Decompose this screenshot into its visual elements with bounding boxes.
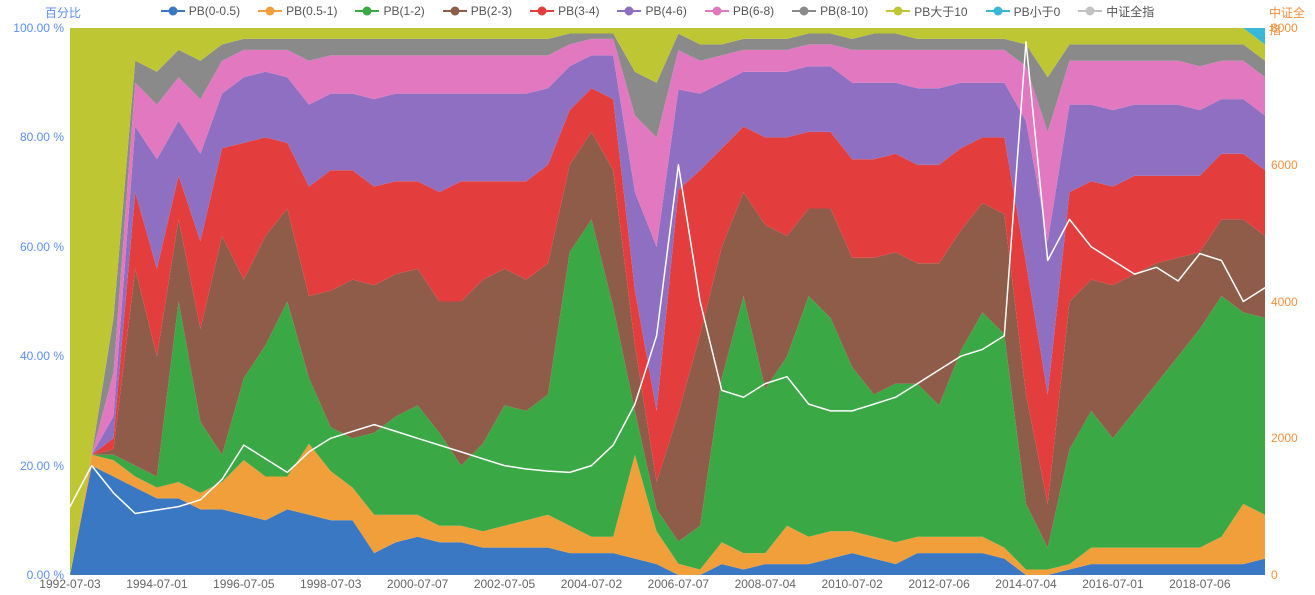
- legend-marker: [705, 4, 729, 18]
- legend-item-s9[interactable]: PB小于0: [986, 3, 1061, 20]
- chart-legend: PB(0-0.5) PB(0.5-1) PB(1-2) PB(2-3) PB(3-4) P…: [0, 0, 1315, 22]
- x-tick: 1994-07-01: [126, 577, 187, 591]
- legend-marker: [886, 4, 910, 18]
- legend-label: PB小于0: [1014, 3, 1061, 20]
- legend-label: PB(4-6): [645, 4, 686, 18]
- y-left-tick: 20.00 %: [0, 459, 64, 473]
- legend-item-s2[interactable]: PB(1-2): [355, 4, 424, 18]
- legend-label: PB(3-4): [558, 4, 599, 18]
- legend-label: PB(0.5-1): [286, 4, 337, 18]
- x-tick: 1992-07-03: [39, 577, 100, 591]
- y-right-tick: 8000: [1271, 21, 1315, 35]
- legend-item-line[interactable]: 中证全指: [1078, 3, 1154, 20]
- x-axis-ticks: 1992-07-03 1994-07-01 1996-07-05 1998-07-03…: [0, 577, 1315, 593]
- pb-distribution-chart: 百分比 中证全指 PB(0-0.5)PB(0.5-1)PB(1-2)PB(2-3…: [0, 0, 1315, 595]
- y-right-tick: 2000: [1271, 431, 1315, 445]
- legend-marker: [986, 4, 1010, 18]
- x-tick: 2004-07-02: [561, 577, 622, 591]
- x-tick: 2018-07-06: [1169, 577, 1230, 591]
- x-tick: 2008-07-04: [735, 577, 796, 591]
- legend-label: PB(1-2): [383, 4, 424, 18]
- x-tick: 2002-07-05: [474, 577, 535, 591]
- plot-area: [70, 28, 1265, 575]
- y-left-tick: 80.00 %: [0, 130, 64, 144]
- legend-item-s5[interactable]: PB(4-6): [617, 4, 686, 18]
- x-tick: 2012-07-06: [908, 577, 969, 591]
- legend-label: PB(0-0.5): [189, 4, 240, 18]
- legend-marker: [530, 4, 554, 18]
- legend-label: PB(2-3): [471, 4, 512, 18]
- legend-item-s1[interactable]: PB(0.5-1): [258, 4, 337, 18]
- x-tick: 2000-07-07: [387, 577, 448, 591]
- y-left-tick: 60.00 %: [0, 240, 64, 254]
- legend-label: PB(6-8): [733, 4, 774, 18]
- legend-label: 中证全指: [1106, 3, 1154, 20]
- legend-item-s3[interactable]: PB(2-3): [443, 4, 512, 18]
- y-right-tick: 4000: [1271, 295, 1315, 309]
- x-tick: 2014-07-04: [995, 577, 1056, 591]
- y-left-tick: 100.00 %: [0, 21, 64, 35]
- y-right-ticks: 02000400060008000: [1271, 0, 1315, 595]
- legend-item-s8[interactable]: PB大于10: [886, 3, 967, 20]
- legend-item-s0[interactable]: PB(0-0.5): [161, 4, 240, 18]
- legend-marker: [161, 4, 185, 18]
- x-tick: 2016-07-01: [1082, 577, 1143, 591]
- y-left-tick: 40.00 %: [0, 349, 64, 363]
- legend-marker: [443, 4, 467, 18]
- legend-marker: [792, 4, 816, 18]
- x-tick: 1998-07-03: [300, 577, 361, 591]
- legend-label: PB大于10: [914, 3, 967, 20]
- legend-item-s6[interactable]: PB(6-8): [705, 4, 774, 18]
- legend-marker: [1078, 4, 1102, 18]
- legend-marker: [355, 4, 379, 18]
- legend-marker: [258, 4, 282, 18]
- y-left-ticks: 0.00 %20.00 %40.00 %60.00 %80.00 %100.00…: [0, 0, 64, 595]
- x-tick: 2010-07-02: [821, 577, 882, 591]
- legend-label: PB(8-10): [820, 4, 868, 18]
- legend-item-s4[interactable]: PB(3-4): [530, 4, 599, 18]
- legend-item-s7[interactable]: PB(8-10): [792, 4, 868, 18]
- x-tick: 2006-07-07: [648, 577, 709, 591]
- x-tick: 1996-07-05: [213, 577, 274, 591]
- y-right-tick: 6000: [1271, 158, 1315, 172]
- legend-marker: [617, 4, 641, 18]
